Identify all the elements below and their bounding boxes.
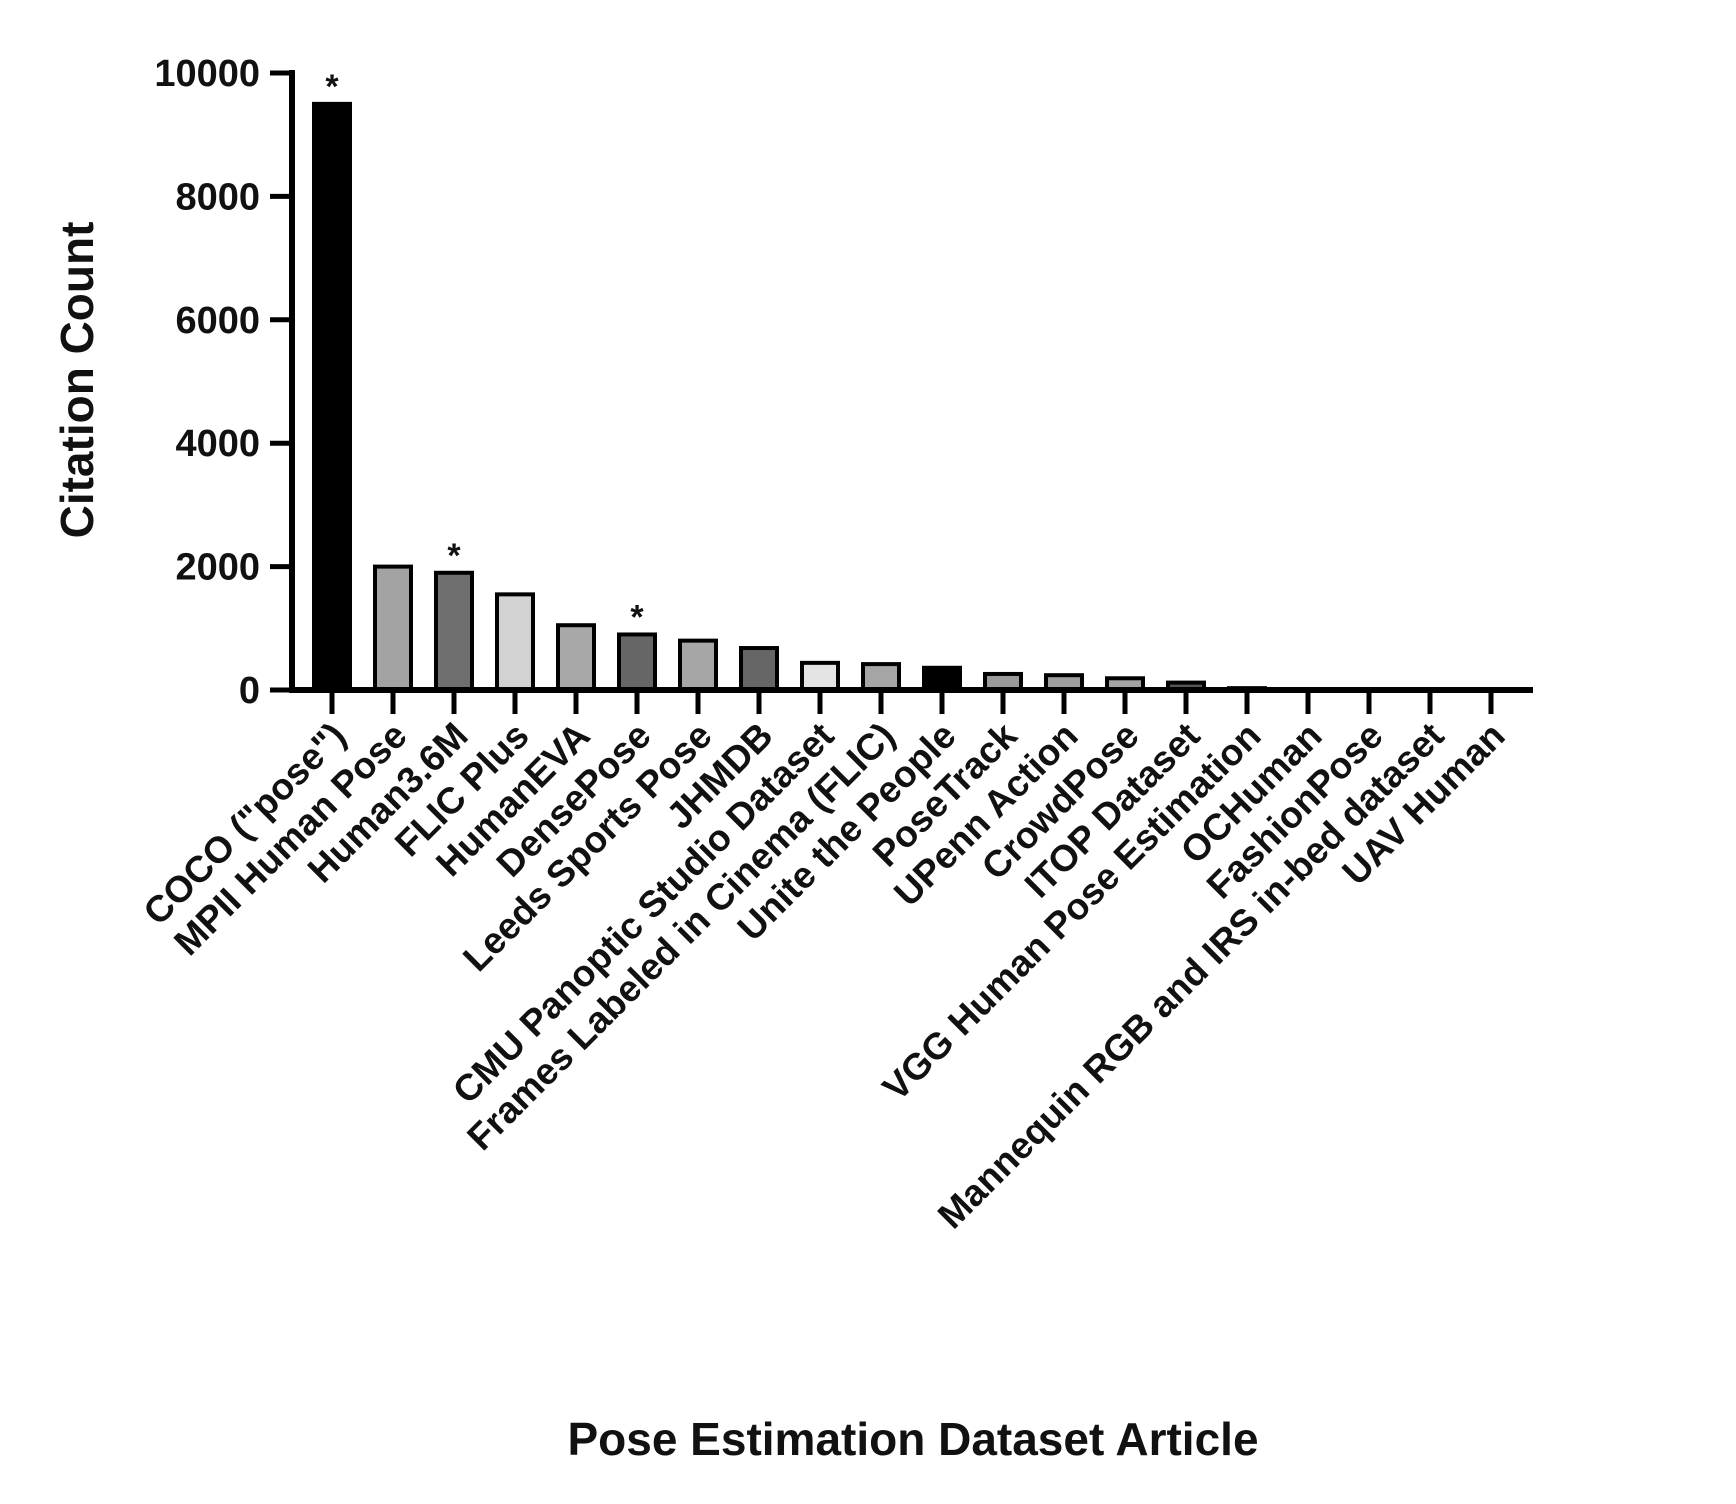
y-tick-label: 8000 — [175, 176, 260, 218]
y-tick-label: 10000 — [154, 53, 260, 95]
bar — [312, 101, 352, 693]
bar — [678, 638, 718, 693]
y-tick-label: 6000 — [175, 300, 260, 342]
bar — [739, 646, 779, 693]
y-axis: 0 2000 4000 6000 8000 10000 — [154, 53, 295, 712]
bar — [922, 665, 962, 693]
significance-marker: * — [630, 598, 644, 636]
y-axis-title: Citation Count — [51, 222, 103, 539]
bars: * * * — [312, 68, 1267, 693]
significance-marker: * — [447, 537, 461, 575]
x-axis-title: Pose Estimation Dataset Article — [567, 1413, 1258, 1465]
bar — [617, 632, 657, 692]
bar — [373, 564, 413, 692]
significance-marker: * — [325, 68, 339, 106]
bar — [861, 662, 901, 692]
bar — [800, 660, 840, 692]
bar — [556, 623, 596, 693]
bar — [434, 570, 474, 693]
bar — [495, 592, 535, 692]
x-axis: COCO ("pose")MPII Human PoseHuman3.6MFLI… — [136, 687, 1533, 1236]
y-tick-label: 4000 — [175, 423, 260, 465]
y-tick-label: 2000 — [175, 547, 260, 589]
y-tick-label: 0 — [239, 670, 260, 712]
